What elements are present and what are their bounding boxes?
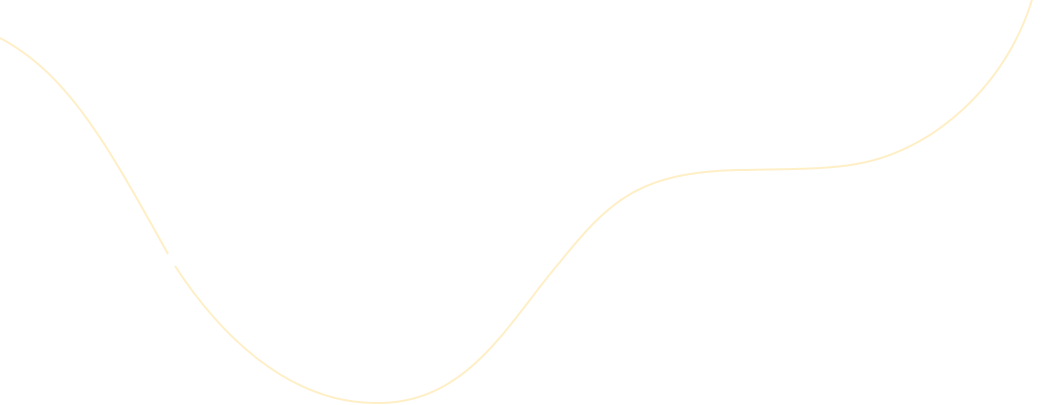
decorative-wave-line-upper: [0, 37, 169, 255]
decorative-wave-line-lower: [174, 0, 1033, 405]
